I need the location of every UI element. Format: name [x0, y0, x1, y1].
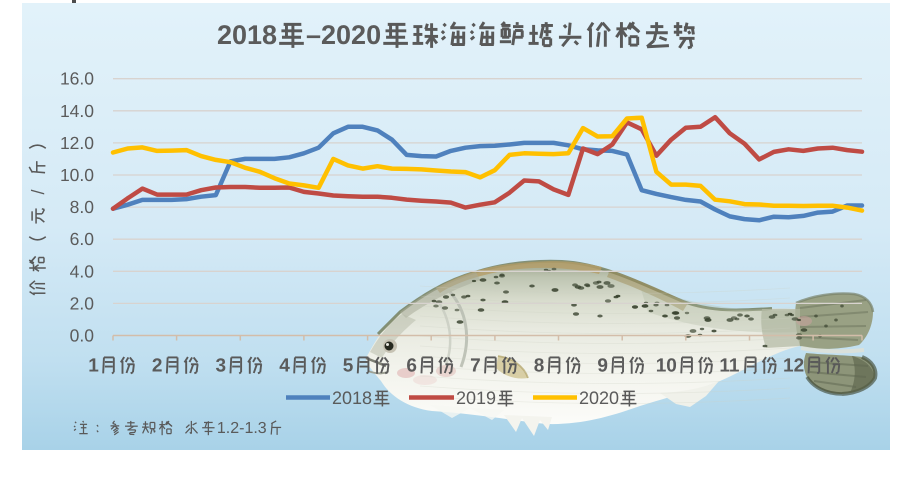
svg-text:2018: 2018: [217, 20, 277, 50]
svg-text:2020: 2020: [579, 388, 619, 408]
svg-text:6.0: 6.0: [70, 229, 95, 249]
svg-text:14.0: 14.0: [60, 101, 94, 121]
svg-text:7: 7: [470, 356, 481, 377]
svg-text:1: 1: [88, 356, 99, 377]
svg-text:5: 5: [343, 356, 354, 377]
svg-text:8: 8: [534, 356, 545, 377]
svg-text:9: 9: [597, 356, 608, 377]
svg-text:12.0: 12.0: [60, 133, 94, 153]
svg-text:0.0: 0.0: [70, 326, 95, 346]
svg-text:2.0: 2.0: [70, 293, 95, 313]
svg-text:12: 12: [783, 356, 804, 377]
svg-text:10: 10: [656, 356, 677, 377]
svg-text:2018: 2018: [332, 388, 372, 408]
svg-text:6: 6: [406, 356, 417, 377]
svg-text:4.0: 4.0: [70, 261, 95, 281]
svg-text:/: /: [28, 189, 48, 194]
svg-text:8.0: 8.0: [70, 197, 95, 217]
svg-text:3: 3: [216, 356, 227, 377]
svg-text:4: 4: [279, 356, 290, 377]
svg-text:2019: 2019: [456, 388, 496, 408]
svg-text:10.0: 10.0: [60, 165, 94, 185]
svg-text:2: 2: [152, 356, 163, 377]
svg-text:1.2-1.3: 1.2-1.3: [217, 420, 267, 437]
svg-text:–2020: –2020: [306, 20, 381, 50]
svg-text:11: 11: [719, 356, 740, 377]
svg-text:16.0: 16.0: [60, 69, 94, 89]
